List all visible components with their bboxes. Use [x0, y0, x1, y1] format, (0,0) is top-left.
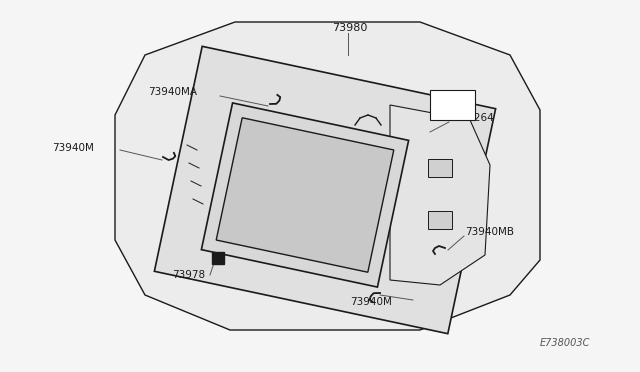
Text: SEC.264: SEC.264	[450, 113, 493, 123]
Text: 73940M: 73940M	[350, 297, 392, 307]
Polygon shape	[154, 46, 495, 334]
Bar	[212, 252, 224, 264]
Text: E738003C: E738003C	[540, 338, 590, 348]
Polygon shape	[202, 103, 408, 287]
Text: 73940M: 73940M	[52, 143, 94, 153]
Polygon shape	[216, 118, 394, 272]
Bar	[428, 159, 452, 177]
Text: 73940MA: 73940MA	[148, 87, 197, 97]
Text: 73978: 73978	[172, 270, 205, 280]
Polygon shape	[115, 22, 540, 330]
Bar	[430, 90, 475, 120]
Bar	[428, 211, 452, 229]
Polygon shape	[390, 105, 490, 285]
Text: 73980: 73980	[332, 23, 368, 33]
Text: 73940MB: 73940MB	[465, 227, 514, 237]
